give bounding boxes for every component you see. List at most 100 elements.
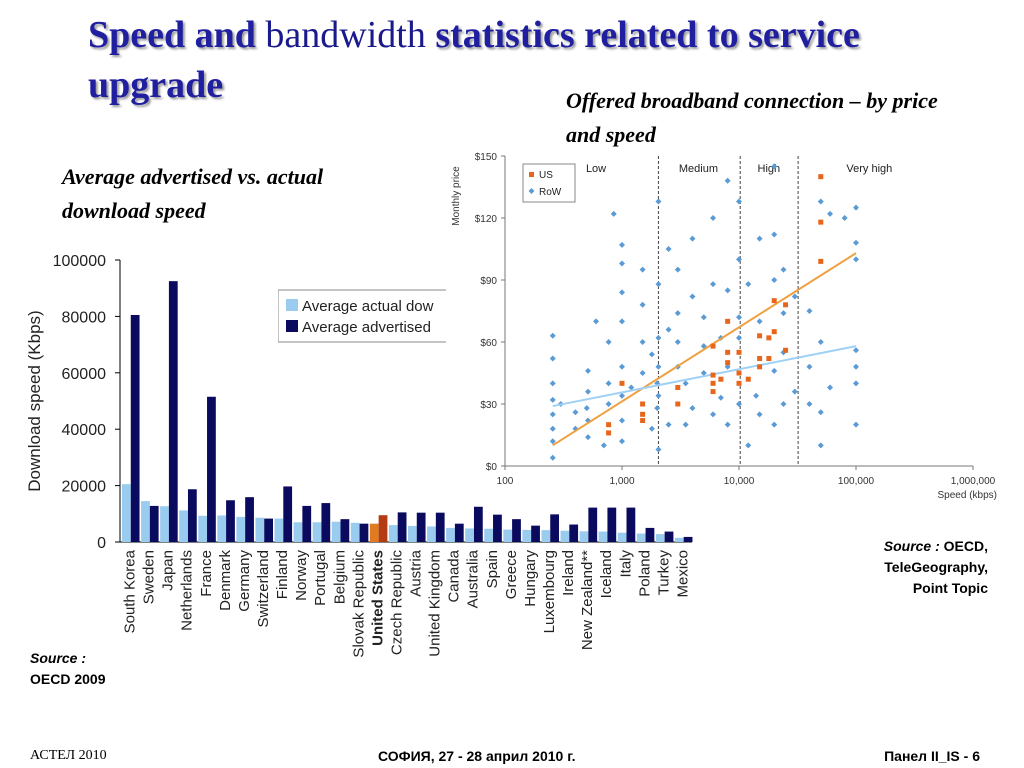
- slide-title: Speed and bandwidth statistics related t…: [88, 10, 908, 110]
- bar-actual-17: [446, 527, 455, 542]
- bar-advertised-21: [531, 525, 540, 542]
- row-point-91: [806, 401, 813, 407]
- bar-advertised-15: [416, 512, 426, 542]
- bar-actual-21: [522, 529, 532, 542]
- bar-advertised-22: [550, 514, 560, 542]
- bar-advertised-6: [245, 497, 254, 542]
- row-point-4: [549, 396, 556, 403]
- x-tick-label: Austria: [408, 549, 425, 596]
- tier-label-3: Very high: [846, 163, 892, 175]
- row-point-35: [648, 425, 655, 432]
- x-tick-label: Australia: [465, 549, 482, 608]
- row-point-68: [724, 177, 731, 184]
- row-point-102: [853, 380, 859, 387]
- x-tick-label: Canada: [446, 549, 463, 602]
- y-tick-label: $150: [475, 152, 498, 163]
- row-point-6: [549, 355, 556, 362]
- x-tick-label: Belgium: [331, 550, 348, 604]
- row-point-45: [665, 421, 672, 428]
- x-tick-label: France: [198, 550, 215, 597]
- bar-actual-26: [617, 532, 627, 542]
- row-point-99: [827, 210, 834, 217]
- right-source-text-3: Point Topic: [912, 580, 988, 596]
- row-point-89: [791, 388, 798, 395]
- title-part-3: statistics related to service upgrade: [88, 14, 860, 106]
- y-tick-label: $30: [480, 400, 497, 411]
- row-point-47: [665, 246, 672, 252]
- x-tick-label: Germany: [236, 550, 253, 612]
- y-axis-label: Monthly price: [451, 166, 462, 226]
- bar-advertised-10: [321, 503, 331, 542]
- bar-advertised-3: [187, 489, 197, 542]
- x-tick-label: Poland: [636, 550, 653, 597]
- x-tick-label: 10,000: [724, 476, 755, 487]
- x-tick-label: Mexico: [674, 550, 691, 598]
- row-point-52: [682, 421, 689, 428]
- row-point-81: [771, 367, 778, 374]
- bar-advertised-28: [664, 531, 674, 542]
- row-point-105: [853, 256, 859, 263]
- row-point-18: [605, 401, 612, 407]
- us-point-4: [640, 411, 646, 417]
- row-point-21: [610, 210, 617, 217]
- legend-box: [278, 289, 446, 343]
- us-point-31: [818, 258, 824, 264]
- row-point-77: [756, 411, 763, 418]
- row-point-96: [817, 339, 824, 345]
- x-tick-label: Turkey: [655, 550, 672, 596]
- right-source: Source : OECD, TeleGeography, Point Topic: [884, 536, 988, 599]
- tier-label-1: Medium: [679, 163, 718, 175]
- bar-actual-18: [465, 528, 474, 542]
- row-point-78: [756, 318, 763, 325]
- row-point-7: [549, 332, 556, 339]
- bar-actual-28: [655, 534, 665, 542]
- bar-advertised-7: [264, 518, 274, 542]
- y-tick-label: 20000: [62, 479, 107, 496]
- bar-actual-29: [674, 537, 684, 542]
- tier-label-0: Low: [586, 163, 606, 175]
- row-point-28: [619, 260, 625, 267]
- row-point-12: [584, 434, 591, 441]
- row-point-17: [600, 442, 607, 449]
- x-tick-label: Luxembourg: [541, 550, 558, 633]
- row-point-85: [780, 401, 787, 407]
- left-chart-caption: Average advertised vs. actual download s…: [62, 164, 324, 223]
- x-tick-label: United States: [369, 550, 386, 646]
- us-point-15: [725, 360, 731, 366]
- us-point-21: [757, 356, 763, 362]
- x-tick-label: 100,000: [838, 476, 875, 487]
- row-point-107: [853, 204, 859, 211]
- us-point-2: [619, 380, 625, 386]
- x-tick-label: New Zealand**: [579, 550, 596, 650]
- bar-advertised-27: [645, 527, 655, 542]
- row-point-37: [654, 405, 661, 412]
- bar-actual-25: [598, 531, 608, 542]
- row-point-55: [689, 235, 696, 242]
- y-tick-label: $60: [480, 338, 497, 349]
- row-point-74: [745, 442, 752, 449]
- us-point-5: [640, 418, 646, 424]
- row-point-106: [853, 239, 859, 246]
- legend-swatch-actual: [286, 299, 298, 311]
- us-point-6: [675, 384, 681, 390]
- row-point-13: [584, 417, 591, 424]
- row-point-22: [619, 438, 625, 445]
- bar-advertised-24: [588, 507, 598, 542]
- legend: Average actual dow Average advertised: [278, 289, 446, 343]
- bar-advertised-16: [435, 512, 445, 542]
- bar-advertised-29: [683, 536, 693, 542]
- row-point-65: [724, 421, 731, 428]
- bar-advertised-12: [359, 523, 369, 542]
- tier-label-2: High: [758, 163, 781, 175]
- row-point-61: [710, 215, 717, 221]
- row-point-98: [827, 384, 834, 391]
- x-tick-label: Hungary: [522, 550, 539, 607]
- us-point-10: [710, 389, 716, 395]
- row-point-26: [619, 318, 625, 325]
- legend-label-actual: Average actual dow: [302, 298, 434, 315]
- y-tick-label: 80000: [62, 309, 107, 326]
- y-tick-label: $90: [480, 276, 497, 287]
- bar-actual-0: [122, 484, 131, 542]
- legend-swatch-row: [528, 188, 535, 194]
- row-point-14: [584, 388, 591, 395]
